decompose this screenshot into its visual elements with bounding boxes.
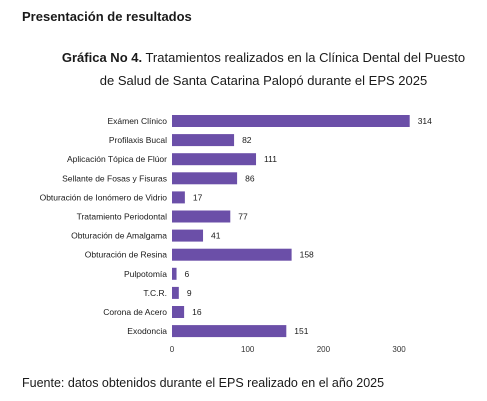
category-label-corona-de-acero: Corona de Acero — [103, 307, 167, 317]
category-label-examen-clinico: Exámen Clínico — [107, 116, 167, 126]
category-label-tratamiento-periodontal: Tratamiento Periodontal — [77, 212, 168, 222]
bar-obturacion-de-amalgama — [172, 229, 204, 242]
category-label-profilaxis-bucal: Profilaxis Bucal — [109, 135, 167, 145]
bar-corona-de-acero — [172, 306, 185, 318]
value-label-corona-de-acero: 16 — [192, 307, 202, 317]
value-label-aplicacion-topica-de-fluor: 111 — [264, 154, 277, 164]
category-label-obturacion-de-ionomero-de-vidrio: Obturación de Ionómero de Vidrio — [40, 192, 168, 202]
chart-title-line-2: de Salud de Santa Catarina Palopó durant… — [99, 73, 428, 88]
category-label-pulpotomia: Pulpotomía — [124, 269, 167, 279]
bar-obturacion-de-ionomero-de-vidrio — [172, 191, 185, 204]
x-tick-label-100: 100 — [241, 345, 255, 354]
category-label-sellante-de-fosas-y-fisuras: Sellante de Fosas y Fisuras — [62, 173, 167, 183]
chart-title-line-1: Gráfica No 4. Tratamientos realizados en… — [40, 46, 487, 69]
chart-title-prefix: Gráfica No 4. — [61, 50, 143, 65]
category-label-t-c-r: T.C.R. — [143, 288, 167, 298]
category-label-exodoncia: Exodoncia — [127, 326, 167, 336]
category-label-aplicacion-topica-de-fluor: Aplicación Tópica de Flúor — [67, 154, 167, 164]
bar-obturacion-de-resina — [172, 248, 292, 261]
value-label-obturacion-de-ionomero-de-vidrio: 17 — [193, 192, 203, 202]
value-label-profilaxis-bucal: 82 — [242, 135, 252, 145]
bar-profilaxis-bucal — [172, 134, 235, 147]
chart-title-line-1-text: Tratamientos realizados en la Clínica De… — [142, 50, 466, 65]
bar-aplicacion-topica-de-fluor — [172, 153, 257, 166]
bar-pulpotomia — [172, 267, 177, 280]
x-tick-label-300: 300 — [392, 345, 406, 354]
bar-tratamiento-periodontal — [172, 210, 231, 223]
value-label-pulpotomia: 6 — [185, 269, 190, 279]
value-label-exodoncia: 151 — [294, 326, 308, 336]
source-note: Fuente: datos obtenidos durante el EPS r… — [22, 376, 385, 390]
section-heading: Presentación de resultados — [22, 9, 192, 24]
bar-t-c-r — [172, 286, 179, 299]
category-label-obturacion-de-amalgama: Obturación de Amalgama — [71, 231, 167, 241]
value-label-obturacion-de-resina: 158 — [300, 250, 314, 260]
category-label-obturacion-de-resina: Obturación de Resina — [85, 250, 167, 260]
chart-title: Gráfica No 4. Tratamientos realizados en… — [40, 46, 487, 92]
value-label-sellante-de-fosas-y-fisuras: 86 — [245, 173, 255, 183]
value-label-obturacion-de-amalgama: 41 — [211, 231, 221, 241]
value-label-examen-clinico: 314 — [418, 116, 432, 126]
bar-sellante-de-fosas-y-fisuras — [172, 172, 238, 185]
x-tick-label-0: 0 — [170, 345, 175, 354]
value-label-t-c-r: 9 — [187, 288, 192, 298]
x-tick-label-200: 200 — [317, 345, 331, 354]
bar-exodoncia — [172, 325, 287, 338]
value-label-tratamiento-periodontal: 77 — [238, 212, 248, 222]
bar-examen-clinico — [172, 115, 410, 127]
